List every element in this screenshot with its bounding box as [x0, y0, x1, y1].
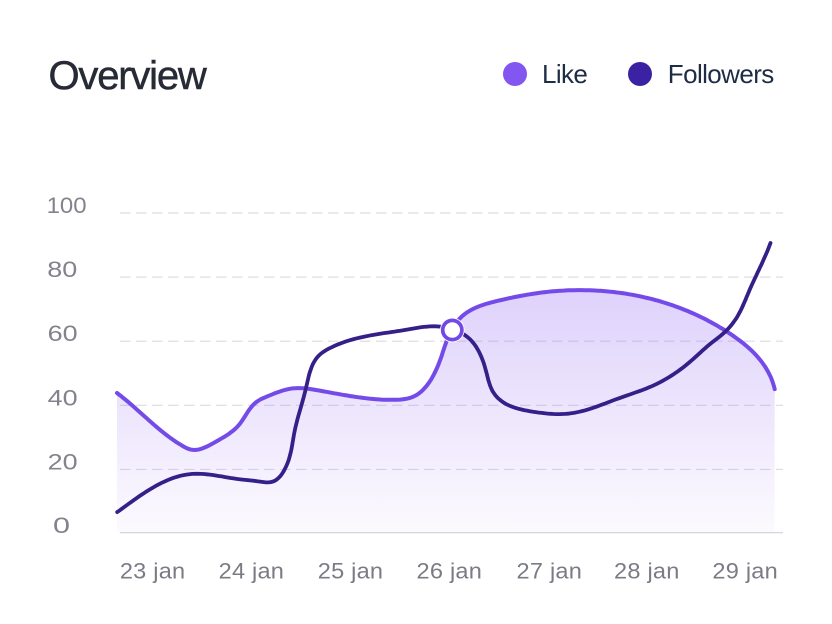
svg-text:100: 100	[47, 193, 87, 218]
svg-text:20: 20	[48, 449, 78, 474]
svg-text:27 jan: 27 jan	[517, 559, 583, 584]
svg-text:28 jan: 28 jan	[614, 559, 680, 584]
svg-text:23 jan: 23 jan	[120, 559, 186, 584]
svg-text:29 jan: 29 jan	[712, 559, 778, 584]
svg-text:80: 80	[47, 257, 77, 282]
svg-text:0: 0	[53, 513, 70, 538]
svg-text:26 jan: 26 jan	[417, 559, 483, 584]
svg-text:40: 40	[48, 385, 78, 410]
svg-text:24 jan: 24 jan	[219, 559, 285, 584]
svg-text:25 jan: 25 jan	[318, 559, 384, 584]
svg-text:60: 60	[48, 321, 78, 346]
